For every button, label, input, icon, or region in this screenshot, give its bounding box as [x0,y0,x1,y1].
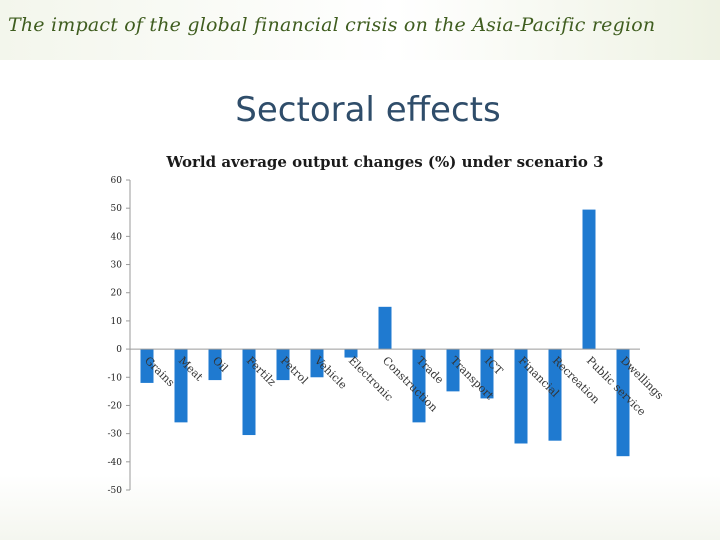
y-tick-label: -20 [108,401,123,411]
y-tick-label: -10 [108,373,123,383]
bar-grains [140,349,154,383]
bar-recreation [548,349,562,441]
bar-construction [378,306,392,350]
bar-electronic [344,349,358,358]
y-tick-label: -40 [108,458,123,468]
bar-ict [480,349,494,399]
y-tick-label: 30 [111,261,123,271]
chart-title: World average output changes (%) under s… [165,153,603,171]
slide-title: Sectoral effects [235,90,501,130]
bar-meat [174,349,188,423]
bar-vehicle [310,349,324,378]
bar-public-service [582,209,596,350]
bar-transport [446,349,460,392]
header-band [0,0,720,60]
y-tick-label: -50 [108,486,123,496]
bar-dwellings [616,349,630,457]
y-tick-label: 10 [111,317,123,327]
bar-oil [208,349,222,381]
bar-fertilz [242,349,256,436]
y-tick-label: 50 [111,204,123,214]
bar-petrol [276,349,290,381]
y-tick-label: 40 [111,232,123,242]
header-title: The impact of the global financial crisi… [8,14,656,36]
y-tick-label: 20 [111,289,123,299]
y-tick-label: 0 [116,345,122,355]
bar-financial [514,349,528,444]
y-tick-label: 60 [111,176,123,186]
x-tick-label: Public service [584,354,648,418]
bar-trade [412,349,426,423]
y-tick-label: -30 [108,430,123,440]
